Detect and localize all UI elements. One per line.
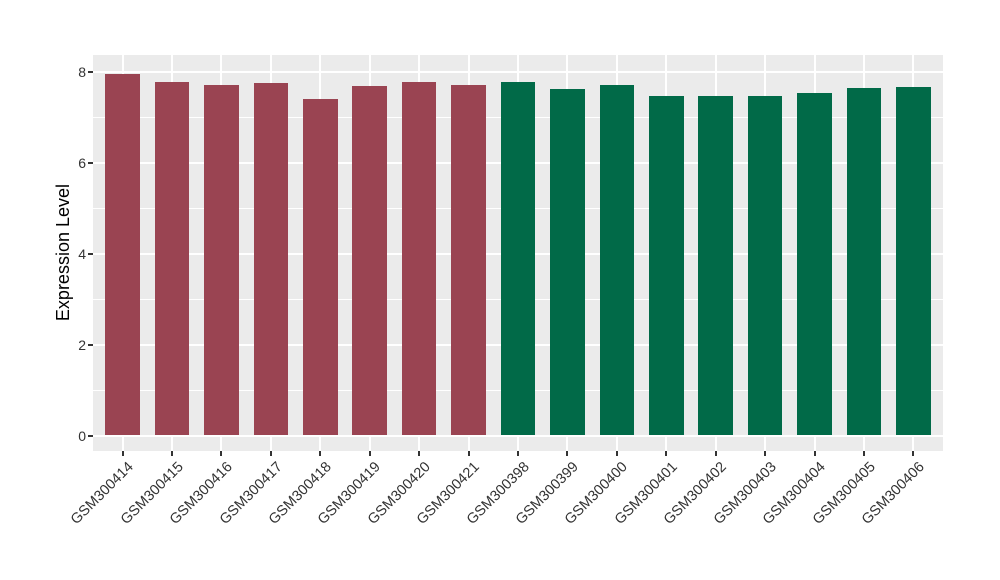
bar-GSM300404 (797, 92, 832, 436)
y-tick-mark (88, 161, 93, 164)
y-tick-label: 0 (78, 427, 86, 444)
x-tick-mark (912, 451, 915, 456)
x-tick-mark (813, 451, 816, 456)
x-tick-mark (418, 451, 421, 456)
bar-GSM300406 (896, 87, 931, 436)
x-tick-mark (566, 451, 569, 456)
x-tick-mark (517, 451, 519, 456)
x-tick-mark (171, 451, 174, 456)
x-tick-mark (121, 451, 124, 456)
x-tick-mark (269, 451, 272, 456)
y-tick-label: 4 (78, 245, 86, 262)
bar-GSM300417 (253, 83, 289, 436)
x-tick-mark (862, 451, 865, 456)
bar-GSM300414 (105, 73, 140, 436)
x-tick-mark (368, 451, 371, 456)
y-axis-title: Expression Level (52, 184, 73, 322)
x-tick-mark (665, 451, 668, 456)
bar-GSM300416 (204, 84, 239, 436)
bar-GSM300415 (154, 81, 190, 436)
x-tick-mark (220, 451, 223, 456)
plot-panel (93, 55, 943, 451)
y-tick-label: 8 (78, 63, 86, 80)
y-axis-title-wrap: Expression Level (50, 55, 76, 451)
x-tick-mark (467, 451, 470, 456)
bar-GSM300401 (648, 95, 684, 436)
bar-GSM300419 (352, 85, 388, 436)
x-tick-mark (615, 451, 618, 456)
x-tick-mark (764, 451, 767, 456)
y-tick-mark (88, 70, 93, 73)
x-tick-mark (714, 451, 717, 456)
y-tick-mark (88, 434, 93, 437)
bar-GSM300420 (401, 81, 437, 436)
bar-GSM300403 (747, 95, 783, 436)
bar-GSM300421 (451, 85, 486, 436)
y-tick-mark (88, 343, 93, 346)
bar-GSM300400 (599, 85, 635, 436)
bar-GSM300418 (303, 98, 338, 436)
bar-GSM300399 (550, 88, 585, 436)
y-tick-label: 6 (78, 154, 86, 171)
x-tick-mark (319, 451, 322, 456)
bar-GSM300398 (500, 81, 536, 436)
bar-GSM300405 (846, 88, 882, 436)
bar-GSM300402 (698, 95, 733, 436)
y-tick-label: 2 (78, 336, 86, 353)
y-tick-mark (88, 252, 93, 255)
